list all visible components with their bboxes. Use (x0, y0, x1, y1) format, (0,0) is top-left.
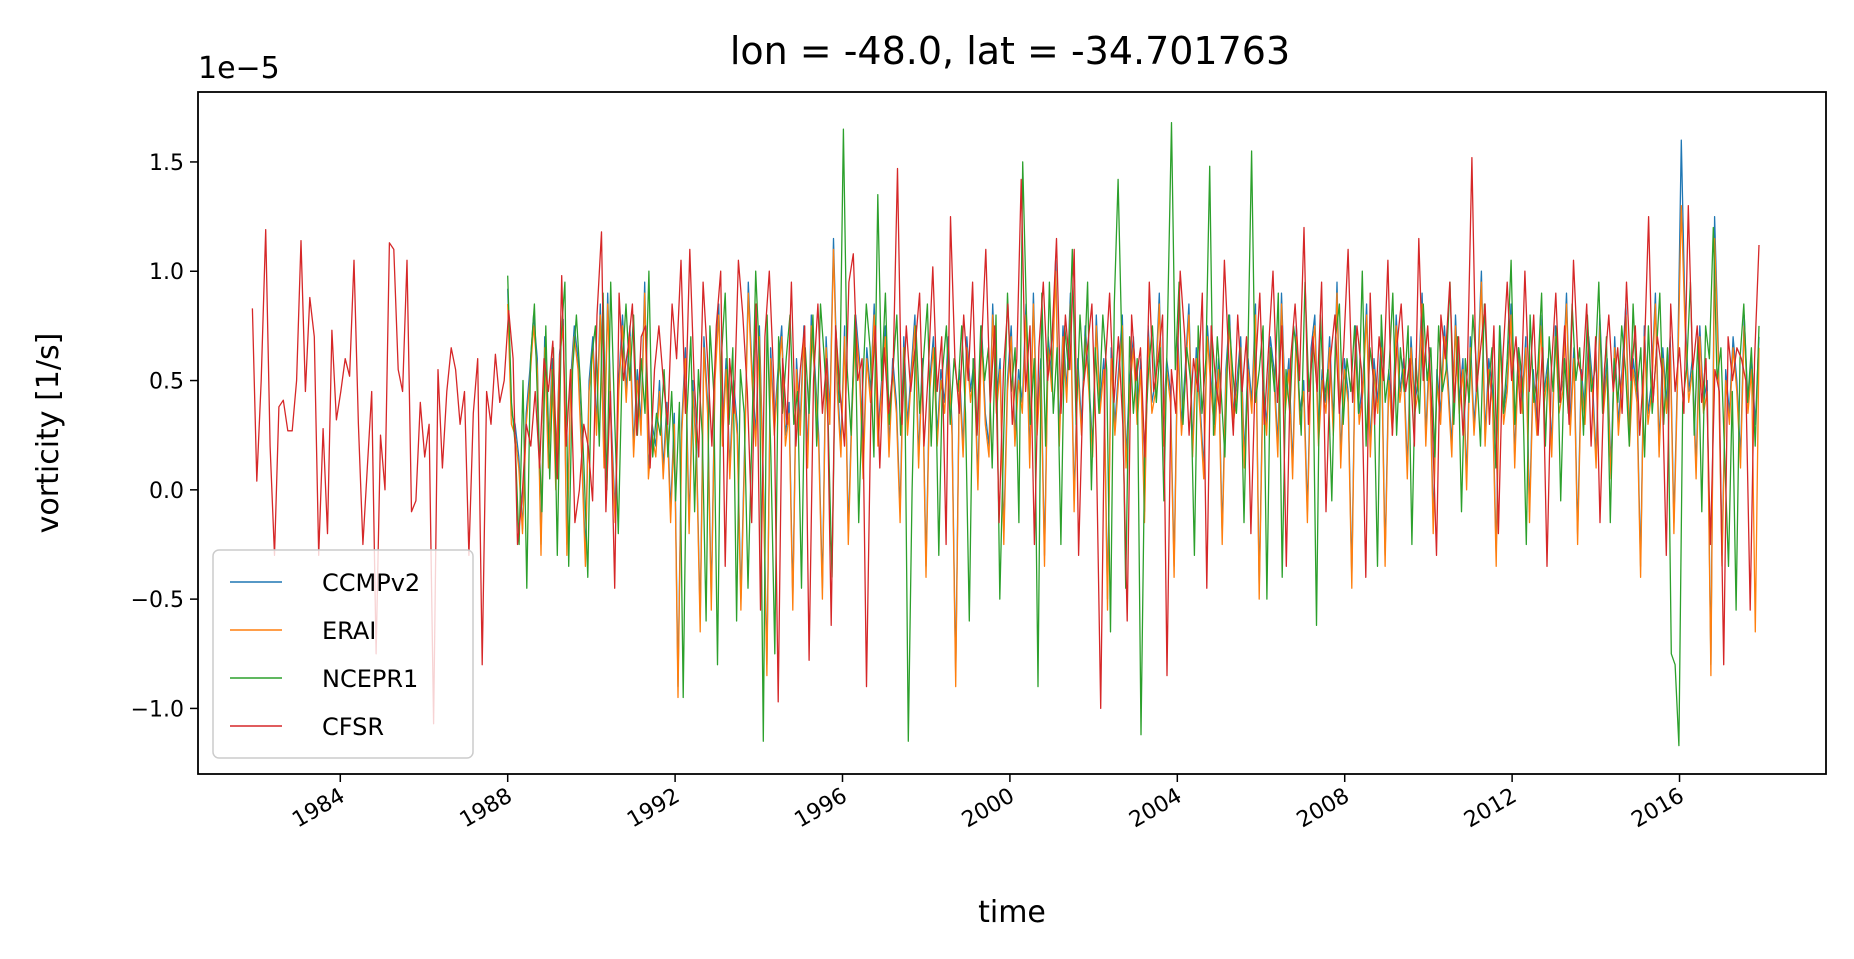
y-axis-label: vorticity [1/s] (31, 333, 66, 534)
y-tick-label: 0.5 (149, 370, 184, 395)
y-tick-label: −1.0 (131, 697, 184, 722)
x-tick-label: 1988 (456, 784, 517, 834)
x-tick-label: 1996 (791, 784, 852, 834)
legend-label: CCMPv2 (322, 569, 420, 597)
chart-title: lon = -48.0, lat = -34.701763 (730, 29, 1290, 73)
y-scale-label: 1e−5 (198, 51, 280, 86)
legend-label: NCEPR1 (322, 665, 418, 693)
series-layer (251, 121, 1760, 747)
y-axis: −1.0 −0.5 0.0 0.5 1.0 1.5 (131, 151, 198, 722)
series-line-cfsr (251, 156, 1760, 725)
x-tick-label: 2004 (1125, 784, 1186, 834)
y-tick-label: 1.0 (149, 260, 184, 285)
legend-label: CFSR (322, 713, 384, 741)
y-tick-label: 0.0 (149, 479, 184, 504)
legend: CCMPv2 ERAI NCEPR1 CFSR (212, 549, 474, 759)
y-tick-label: 1.5 (149, 151, 184, 176)
legend-frame (212, 549, 474, 759)
series-line-ncepr1 (507, 121, 1760, 747)
x-tick-label: 2016 (1628, 784, 1689, 834)
series-line-erai (507, 205, 1760, 699)
y-tick-label: −0.5 (131, 588, 184, 613)
x-tick-label: 1992 (623, 784, 684, 834)
legend-label: ERAI (322, 617, 376, 645)
x-tick-label: 2000 (958, 784, 1019, 834)
x-tick-label: 2012 (1460, 784, 1521, 834)
x-tick-label: 1984 (288, 784, 349, 834)
x-axis: 1984 1988 1992 1996 2000 2004 2008 2012 2016 (288, 774, 1689, 834)
x-axis-label: time (978, 895, 1046, 930)
x-tick-label: 2008 (1293, 784, 1354, 834)
plot-frame (197, 91, 1827, 775)
